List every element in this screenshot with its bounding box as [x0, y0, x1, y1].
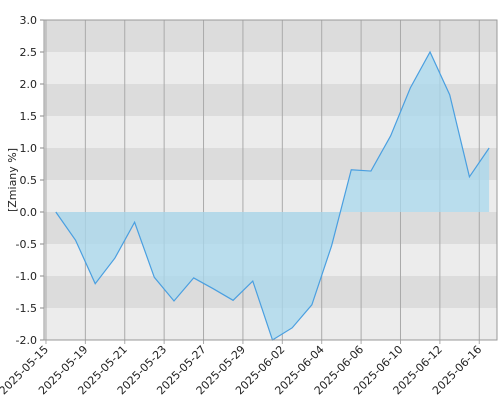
y-tick-label: 0.0 [20, 206, 38, 219]
grid-band [44, 20, 497, 52]
y-tick-label: -0.5 [16, 238, 37, 251]
y-tick-label: 1.0 [20, 142, 38, 155]
y-tick-label: -1.5 [16, 302, 37, 315]
y-tick-label: 2.0 [20, 78, 38, 91]
plot-border [43, 19, 498, 341]
y-tick-label: -1.0 [16, 270, 37, 283]
y-tick-label: 0.5 [20, 174, 38, 187]
y-tick-label: 3.0 [20, 14, 38, 27]
y-axis-label: [Zmiany %] [6, 148, 19, 212]
y-tick-label: -2.0 [16, 334, 37, 347]
y-tick-label: 2.5 [20, 46, 38, 59]
area [55, 52, 490, 340]
y-tick-label: 1.5 [20, 110, 38, 123]
